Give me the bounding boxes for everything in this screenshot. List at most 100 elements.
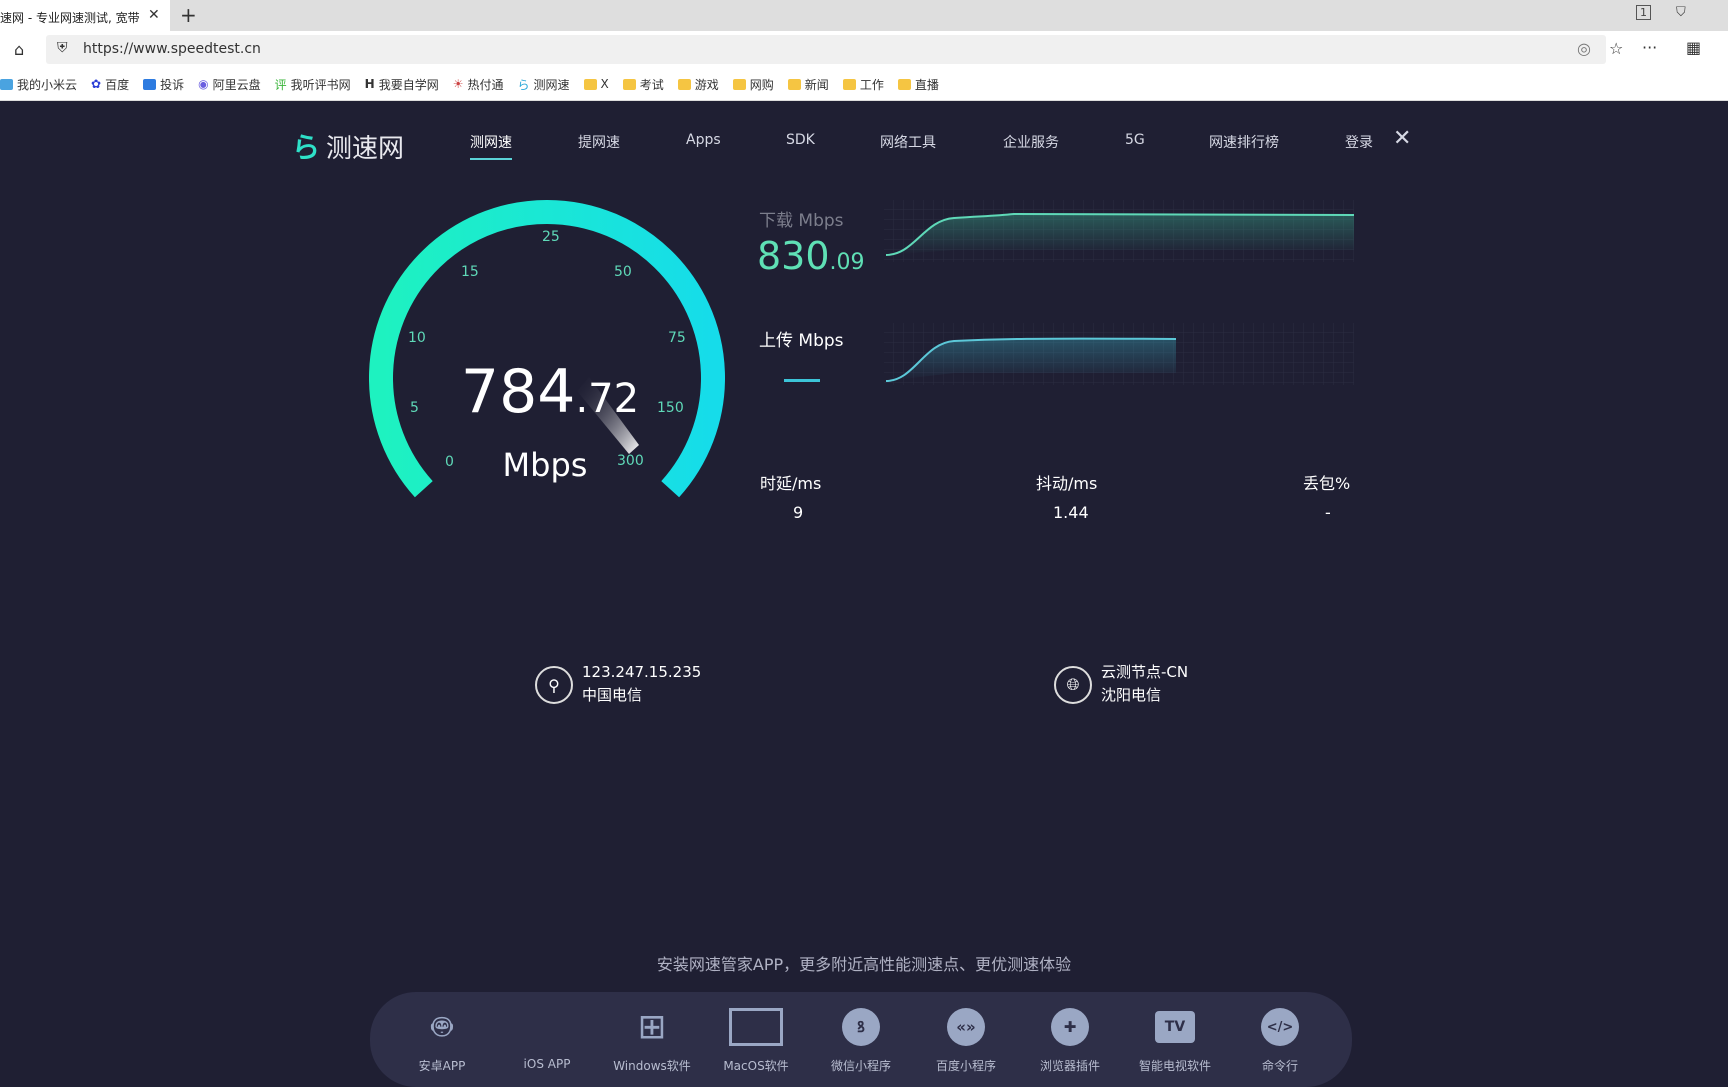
speedtest-icon: ら xyxy=(517,77,530,92)
bookmark-label: 我听评书网 xyxy=(290,77,351,92)
bookmark[interactable]: 评我听评书网 xyxy=(275,76,351,93)
bookmark[interactable]: 我的小米云 xyxy=(0,76,77,93)
bookmark-label: 工作 xyxy=(859,77,884,92)
download-area xyxy=(886,214,1354,255)
site-logo[interactable]: ら 测速网 xyxy=(292,126,404,166)
main-nav: 测网速 提网速 Apps SDK 网络工具 企业服务 5G 网速排行榜 登录 ✕ xyxy=(0,126,1728,160)
aliyun-icon: ◉ xyxy=(198,77,209,91)
app-label: 命令行 xyxy=(1261,1059,1298,1073)
app-browser-extension[interactable]: ✚ 浏览器插件 xyxy=(1020,1003,1120,1074)
bookmark-folder[interactable]: 游戏 xyxy=(677,76,719,93)
shield-icon[interactable]: ⛨ xyxy=(57,40,68,56)
client-ip: 123.247.15.235 xyxy=(582,663,702,681)
bookmark-label: 游戏 xyxy=(694,77,719,92)
bookmark-folder[interactable]: 新闻 xyxy=(787,76,829,93)
app-ios[interactable]: iOS APP xyxy=(497,1003,597,1071)
folder-icon xyxy=(732,78,746,90)
folder-icon xyxy=(842,78,856,90)
packet-loss-label: 丢包% xyxy=(1303,474,1351,493)
app-baidu-mini[interactable]: «» 百度小程序 xyxy=(916,1003,1016,1074)
bookmark[interactable]: 投诉 xyxy=(143,76,184,93)
speed-int: 784 xyxy=(460,357,576,427)
bookmark[interactable]: ◉ 阿里云盘 xyxy=(198,76,261,93)
nav-item-5g[interactable]: 5G xyxy=(1125,132,1145,148)
gauge-tick: 5 xyxy=(410,400,419,416)
server-name[interactable]: 云测节点-CN xyxy=(1101,663,1189,681)
tab-bar xyxy=(0,0,1728,31)
bookmark[interactable]: ✿ 百度 xyxy=(91,76,129,93)
tv-icon: TV xyxy=(1125,1003,1225,1051)
app-windows[interactable]: ⊞ Windows软件 xyxy=(602,1003,702,1074)
upload-area xyxy=(886,338,1176,381)
nav-item-sdk[interactable]: SDK xyxy=(786,132,815,148)
shirt-icon[interactable]: ⛉ xyxy=(1676,5,1686,20)
bookmark-label: X xyxy=(600,77,609,91)
gauge-tick: 50 xyxy=(614,264,632,280)
bookmark-folder[interactable]: X xyxy=(583,77,609,91)
close-icon[interactable]: ✕ xyxy=(1393,126,1412,151)
server-info[interactable]: 云测节点-CN 沈阳电信 xyxy=(1101,661,1188,707)
app-wechat-mini[interactable]: ꝸ 微信小程序 xyxy=(811,1003,911,1074)
download-graph xyxy=(884,200,1354,262)
bookmark-label: 阿里云盘 xyxy=(212,77,261,92)
latency-value: 9 xyxy=(793,503,804,522)
target-icon[interactable]: ◎ xyxy=(1577,39,1591,58)
app-tv[interactable]: TV 智能电视软件 xyxy=(1125,1003,1225,1074)
app-cli[interactable]: </> 命令行 xyxy=(1230,1003,1330,1074)
bookmark-label: 投诉 xyxy=(160,77,185,92)
app-label: 百度小程序 xyxy=(935,1059,996,1073)
nav-item-apps[interactable]: Apps xyxy=(686,132,721,148)
browser-tab[interactable]: 速网 - 专业网速测试, 宽带 xyxy=(0,0,170,31)
bookmark-label: 百度 xyxy=(105,77,130,92)
nav-item-enterprise[interactable]: 企业服务 xyxy=(1003,135,1059,151)
apps-grid-icon[interactable]: ▦ xyxy=(1686,38,1702,57)
bookmark-folder[interactable]: 工作 xyxy=(842,76,884,93)
star-icon[interactable]: ☆ xyxy=(1609,39,1624,58)
download-label: 下载 Mbps xyxy=(759,211,844,231)
tab-close-icon[interactable]: ✕ xyxy=(148,7,160,23)
home-icon[interactable]: ⌂ xyxy=(14,40,25,59)
app-label: 安卓APP xyxy=(418,1059,466,1073)
bookmark-folder[interactable]: 网购 xyxy=(732,76,774,93)
cloud-icon xyxy=(0,78,13,90)
wechat-miniprogram-icon: ꝸ xyxy=(811,1003,911,1051)
download-dec: .09 xyxy=(829,250,865,275)
nav-item-ranking[interactable]: 网速排行榜 xyxy=(1209,135,1279,151)
bookmark-label: 测网速 xyxy=(533,77,570,92)
bookmark-label: 直播 xyxy=(914,77,939,92)
code-icon: </> xyxy=(1230,1003,1330,1051)
upload-label: 上传 Mbps xyxy=(759,331,844,351)
address-bar[interactable] xyxy=(46,35,1606,64)
location-pin-icon: ⚲ xyxy=(535,666,573,704)
bookmark-folder[interactable]: 直播 xyxy=(897,76,939,93)
current-speed: 784.72 xyxy=(420,357,680,427)
nav-item-boost[interactable]: 提网速 xyxy=(578,135,620,151)
bookmark-folder[interactable]: 考试 xyxy=(622,76,664,93)
jitter-value: 1.44 xyxy=(1053,503,1089,522)
gauge-tick: 75 xyxy=(668,330,686,346)
speed-unit: Mbps xyxy=(502,446,588,484)
globe-icon[interactable]: 🌐︎ xyxy=(1054,666,1092,704)
download-line xyxy=(885,212,1354,256)
bookmark[interactable]: ら测网速 xyxy=(517,76,569,93)
app-label: iOS APP xyxy=(523,1057,571,1071)
gauge-tick: 300 xyxy=(617,453,644,469)
more-icon[interactable]: ··· xyxy=(1642,38,1658,57)
bookmark[interactable]: H 我要自学网 xyxy=(365,76,439,93)
url-input[interactable]: https://www.speedtest.cn xyxy=(83,41,261,57)
logo-text: 测速网 xyxy=(326,133,405,164)
jitter-label: 抖动/ms xyxy=(1036,474,1098,493)
bookmark[interactable]: ☀ 热付通 xyxy=(453,76,504,93)
nav-item-tools[interactable]: 网络工具 xyxy=(880,135,936,151)
bookmark-label: 新闻 xyxy=(804,77,829,92)
login-link[interactable]: 登录 xyxy=(1345,135,1373,151)
app-macos[interactable]: MacOS软件 xyxy=(706,1003,806,1074)
new-tab-button[interactable]: + xyxy=(180,3,197,27)
logo-s-icon: ら xyxy=(292,131,321,164)
window-count-badge[interactable]: 1 xyxy=(1636,5,1651,20)
nav-item-speedtest[interactable]: 测网速 xyxy=(470,132,512,160)
bookmark-label: 考试 xyxy=(639,77,664,92)
client-info: 123.247.15.235 中国电信 xyxy=(582,661,701,707)
app-android[interactable]: 🤖︎ 安卓APP xyxy=(392,1003,492,1074)
bookmark-label: 我要自学网 xyxy=(378,77,439,92)
